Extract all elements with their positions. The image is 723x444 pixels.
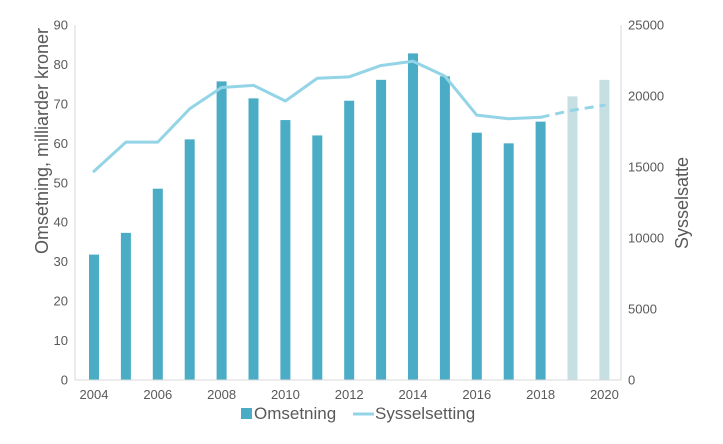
point-sysselsetting-2007 bbox=[188, 107, 191, 110]
point-sysselsetting-2008 bbox=[220, 86, 223, 89]
bar-omsetning-2004 bbox=[89, 254, 99, 380]
y-left-tick-label: 60 bbox=[54, 136, 68, 151]
y-left-tick-label: 90 bbox=[54, 18, 68, 33]
bar-omsetning-2014 bbox=[408, 53, 418, 381]
bar-omsetning-2020 bbox=[599, 79, 610, 380]
y-right-tick-label: 5000 bbox=[628, 302, 657, 317]
y-right-tick-label: 0 bbox=[628, 373, 635, 388]
bar-omsetning-2009 bbox=[248, 98, 259, 381]
x-tick-label: 2004 bbox=[80, 387, 109, 402]
x-tick-label: 2010 bbox=[271, 387, 300, 402]
y-right-tick-label: 10000 bbox=[628, 231, 664, 246]
point-sysselsetting-2010 bbox=[284, 99, 287, 103]
legend-swatch-omsetning bbox=[241, 408, 252, 419]
y-axis-right-label: Sysselsatte bbox=[672, 157, 692, 249]
bar-omsetning-2019 bbox=[567, 96, 578, 380]
point-sysselsetting-2018 bbox=[539, 116, 542, 119]
point-sysselsetting-2019 bbox=[571, 109, 574, 112]
bar-omsetning-2013 bbox=[376, 79, 387, 380]
point-sysselsetting-2020 bbox=[603, 104, 606, 107]
y-left-tick-label: 40 bbox=[54, 215, 68, 230]
point-sysselsetting-2005 bbox=[124, 140, 128, 144]
bar-omsetning-2008 bbox=[216, 81, 227, 380]
y-left-tick-label: 30 bbox=[54, 254, 68, 269]
x-tick-label: 2006 bbox=[143, 387, 172, 402]
bar-omsetning-2011 bbox=[312, 135, 323, 380]
point-sysselsetting-2016 bbox=[475, 113, 478, 117]
legend-label-sysselsetting: Sysselsetting bbox=[375, 404, 475, 423]
x-tick-label: 2018 bbox=[526, 387, 555, 402]
point-sysselsetting-2011 bbox=[316, 77, 319, 80]
point-sysselsetting-2006 bbox=[156, 140, 159, 144]
y-left-tick-label: 20 bbox=[54, 294, 68, 309]
tick-labels: 0 10 20 30 40 50 60 70 80 90 0 5000 10000 15000 20000 2… bbox=[54, 18, 665, 403]
bar-omsetning-2005 bbox=[120, 232, 131, 380]
y-right-tick-label: 15000 bbox=[628, 160, 664, 175]
x-tick-label: 2012 bbox=[335, 387, 364, 402]
legend: Omsetning Sysselsetting bbox=[241, 404, 475, 423]
y-left-tick-label: 0 bbox=[61, 373, 68, 388]
x-tick-label: 2014 bbox=[399, 387, 428, 402]
bar-omsetning-2018 bbox=[535, 121, 546, 380]
bar-omsetning-2006 bbox=[152, 188, 163, 380]
bar-omsetning-2012 bbox=[344, 100, 355, 380]
point-sysselsetting-2014 bbox=[411, 60, 415, 63]
legend-label-omsetning: Omsetning bbox=[254, 404, 336, 423]
y-right-tick-label: 20000 bbox=[628, 89, 664, 104]
axes bbox=[74, 25, 622, 381]
y-axis-left-label: Omsetning, milliarder kroner bbox=[32, 28, 52, 254]
bar-omsetning-2015 bbox=[439, 76, 450, 380]
point-sysselsetting-2013 bbox=[379, 64, 383, 67]
x-tick-label: 2020 bbox=[590, 387, 619, 402]
x-tick-label: 2016 bbox=[462, 387, 491, 402]
bar-omsetning-2017 bbox=[503, 143, 514, 380]
y-left-tick-label: 80 bbox=[54, 57, 68, 72]
bar-omsetning-2007 bbox=[184, 139, 195, 380]
bar-series-omsetning bbox=[89, 53, 610, 381]
point-sysselsetting-2017 bbox=[507, 117, 510, 120]
y-right-tick-label: 25000 bbox=[628, 18, 664, 33]
line-series-sysselsetting bbox=[92, 59, 606, 173]
point-sysselsetting-2012 bbox=[348, 75, 351, 79]
point-sysselsetting-2004 bbox=[92, 170, 96, 173]
bar-omsetning-2010 bbox=[280, 120, 291, 380]
y-left-tick-label: 50 bbox=[54, 175, 68, 190]
point-sysselsetting-2015 bbox=[443, 74, 447, 78]
y-left-tick-label: 10 bbox=[54, 333, 68, 348]
point-sysselsetting-2009 bbox=[252, 84, 255, 87]
x-tick-label: 2008 bbox=[207, 387, 236, 402]
y-left-tick-label: 70 bbox=[54, 96, 68, 111]
bar-omsetning-2016 bbox=[471, 132, 482, 380]
